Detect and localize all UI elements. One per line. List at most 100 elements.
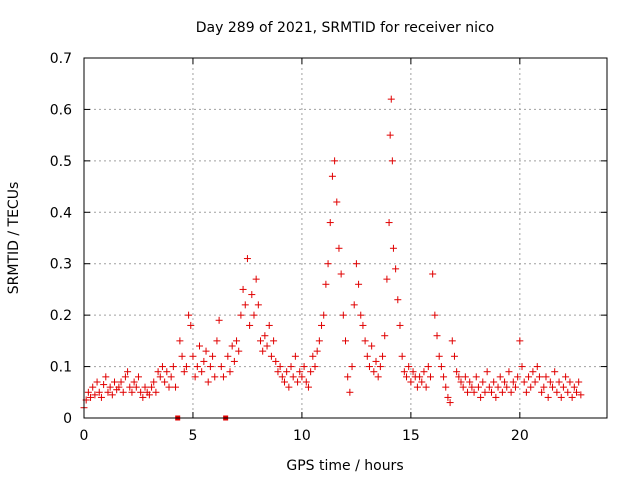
data-point [535, 373, 543, 381]
data-point [488, 388, 496, 396]
data-point [228, 342, 236, 350]
data-point [418, 378, 426, 386]
data-point [320, 311, 328, 319]
data-point [87, 393, 95, 401]
data-point [154, 368, 162, 376]
data-point [464, 388, 472, 396]
data-point [485, 383, 493, 391]
data-point [161, 378, 169, 386]
data-point [165, 383, 173, 391]
data-point [459, 383, 467, 391]
data-point [230, 357, 238, 365]
data-point [270, 337, 278, 345]
data-point [191, 373, 199, 381]
data-point [501, 378, 509, 386]
data-point [287, 363, 295, 371]
data-point [562, 373, 570, 381]
data-point [363, 352, 371, 360]
data-point [311, 363, 319, 371]
data-point [481, 388, 489, 396]
data-point [233, 337, 241, 345]
data-point [422, 383, 430, 391]
data-point [520, 378, 528, 386]
data-point [450, 352, 458, 360]
data-point [163, 368, 171, 376]
data-point [97, 393, 105, 401]
data-point [294, 378, 302, 386]
y-tick-label: 0 [63, 411, 72, 427]
plot-frame [83, 57, 608, 419]
data-point [172, 383, 180, 391]
data-point [405, 363, 413, 371]
data-point [202, 347, 210, 355]
data-point [357, 311, 365, 319]
data-point [413, 383, 421, 391]
data-point [209, 352, 217, 360]
data-point [385, 219, 393, 227]
data-point [139, 393, 147, 401]
data-point [276, 363, 284, 371]
data-point [477, 393, 485, 401]
data-point [167, 373, 175, 381]
data-point [111, 378, 119, 386]
data-point [420, 368, 428, 376]
data-point [337, 270, 345, 278]
data-point [331, 157, 339, 165]
data-point [117, 378, 125, 386]
data-point [557, 393, 565, 401]
data-point [248, 291, 256, 299]
y-tick-label: 0.2 [50, 308, 72, 324]
data-point [134, 373, 142, 381]
data-point [453, 368, 461, 376]
data-point [538, 388, 546, 396]
data-point [446, 399, 454, 407]
x-tick-label: 0 [80, 428, 89, 444]
data-point [226, 368, 234, 376]
data-point [95, 388, 103, 396]
data-point [440, 373, 448, 381]
data-point [342, 337, 349, 345]
data-point [326, 219, 334, 227]
data-point [283, 368, 291, 376]
data-point [300, 363, 308, 371]
data-point [259, 347, 267, 355]
data-point [339, 311, 347, 319]
data-point [424, 363, 432, 371]
x-axis-label: GPS time / hours [286, 458, 403, 474]
data-point [511, 383, 519, 391]
data-point [457, 378, 465, 386]
data-point [518, 363, 526, 371]
data-point [137, 388, 145, 396]
data-point [394, 296, 402, 304]
data-point [381, 332, 389, 340]
data-point [104, 388, 112, 396]
data-point [572, 388, 580, 396]
data-point [522, 388, 530, 396]
data-point [304, 383, 312, 391]
data-point [237, 311, 245, 319]
data-point [374, 373, 382, 381]
x-tick-label: 15 [402, 428, 420, 444]
data-point [324, 260, 332, 268]
data-point [516, 337, 524, 345]
data-point [503, 383, 511, 391]
data-point [313, 347, 321, 355]
data-point [389, 244, 397, 252]
x-tick-labels: 0 5 10 15 20 [80, 428, 529, 444]
data-point [507, 388, 515, 396]
data-point [148, 383, 156, 391]
data-point [318, 321, 326, 329]
data-point [376, 363, 384, 371]
data-point [93, 378, 101, 386]
y-tick-label: 0.5 [50, 154, 72, 170]
data-point [115, 383, 123, 391]
data-point [239, 285, 247, 293]
data-point [189, 352, 197, 360]
data-point [429, 270, 437, 278]
data-point [257, 337, 265, 345]
data-point [252, 275, 260, 283]
data-point [442, 383, 450, 391]
data-point [254, 301, 262, 309]
data-point [540, 383, 548, 391]
data-point [265, 321, 273, 329]
